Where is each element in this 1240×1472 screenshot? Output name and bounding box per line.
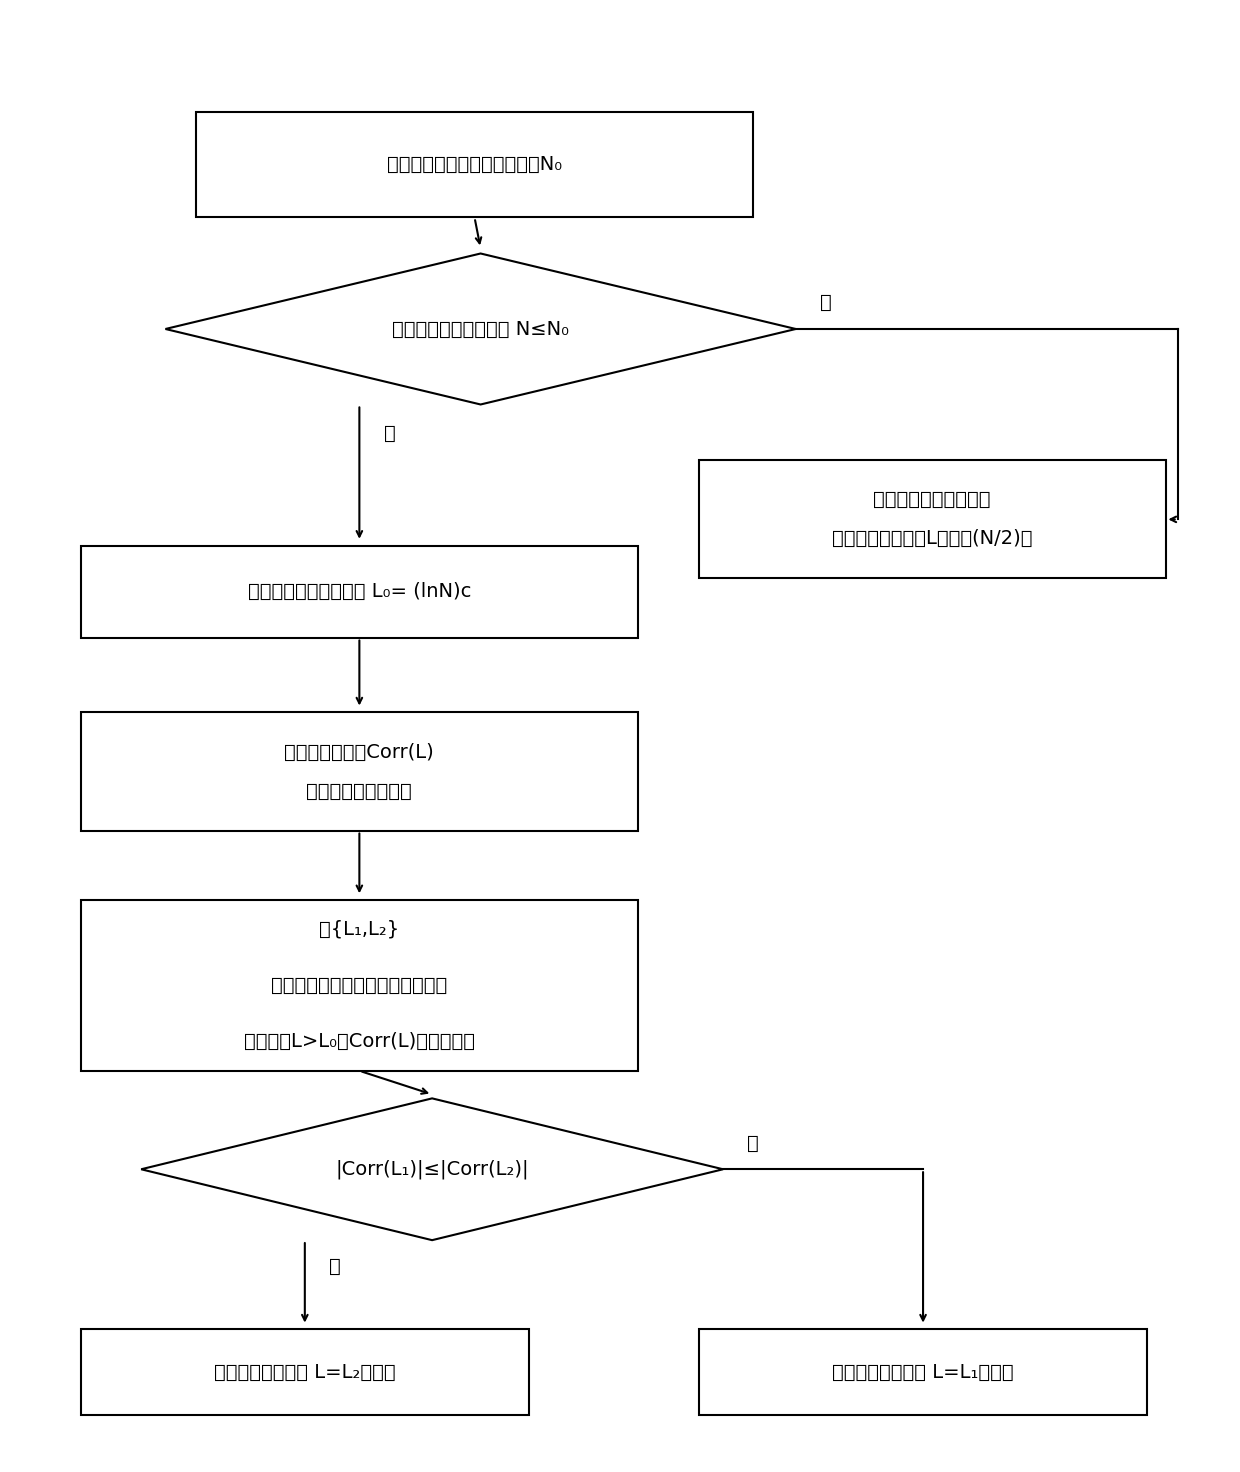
Text: 下取整后的数值，结束: 下取整后的数值，结束 — [873, 490, 991, 509]
Text: 实测超声回波序列长度 N≤N₀: 实测超声回波序列长度 N≤N₀ — [392, 319, 569, 339]
Text: 计算超声回波序列的: 计算超声回波序列的 — [306, 782, 412, 801]
Text: 选择满足L>L₀且Corr(L)曲线第一次: 选择满足L>L₀且Corr(L)曲线第一次 — [244, 1032, 475, 1051]
Text: 自相关测试系数Corr(L): 自相关测试系数Corr(L) — [284, 742, 434, 761]
Text: 是: 是 — [820, 293, 832, 312]
FancyBboxPatch shape — [699, 1329, 1147, 1415]
Text: 否: 否 — [329, 1257, 341, 1276]
Text: 穿越零点时对应的嵌入窗口长度集: 穿越零点时对应的嵌入窗口长度集 — [272, 976, 448, 995]
FancyBboxPatch shape — [699, 461, 1166, 578]
Text: |Corr(L₁)|≤|Corr(L₂)|: |Corr(L₁)|≤|Corr(L₂)| — [335, 1160, 529, 1179]
FancyBboxPatch shape — [81, 899, 639, 1070]
FancyBboxPatch shape — [196, 112, 754, 218]
Text: 否: 否 — [383, 424, 396, 443]
Text: 确定嵌入窗口长度 L=L₂，结束: 确定嵌入窗口长度 L=L₂，结束 — [215, 1363, 396, 1382]
Text: 确定嵌入窗口长度 L=L₁，结束: 确定嵌入窗口长度 L=L₁，结束 — [832, 1363, 1014, 1382]
Polygon shape — [165, 253, 796, 405]
Text: 是: 是 — [748, 1133, 759, 1153]
FancyBboxPatch shape — [81, 546, 639, 637]
Text: 合{L₁,L₂}: 合{L₁,L₂} — [319, 920, 399, 939]
FancyBboxPatch shape — [81, 712, 639, 830]
FancyBboxPatch shape — [81, 1329, 529, 1415]
Text: 确定嵌入窗口长度L，等于(N/2)向: 确定嵌入窗口长度L，等于(N/2)向 — [832, 530, 1033, 549]
Polygon shape — [141, 1098, 723, 1241]
Text: 确定嵌入窗口长度下限 L₀= (lnN)c: 确定嵌入窗口长度下限 L₀= (lnN)c — [248, 581, 471, 601]
Text: 预设超声回波序列长度门限值N₀: 预设超声回波序列长度门限值N₀ — [387, 156, 562, 174]
